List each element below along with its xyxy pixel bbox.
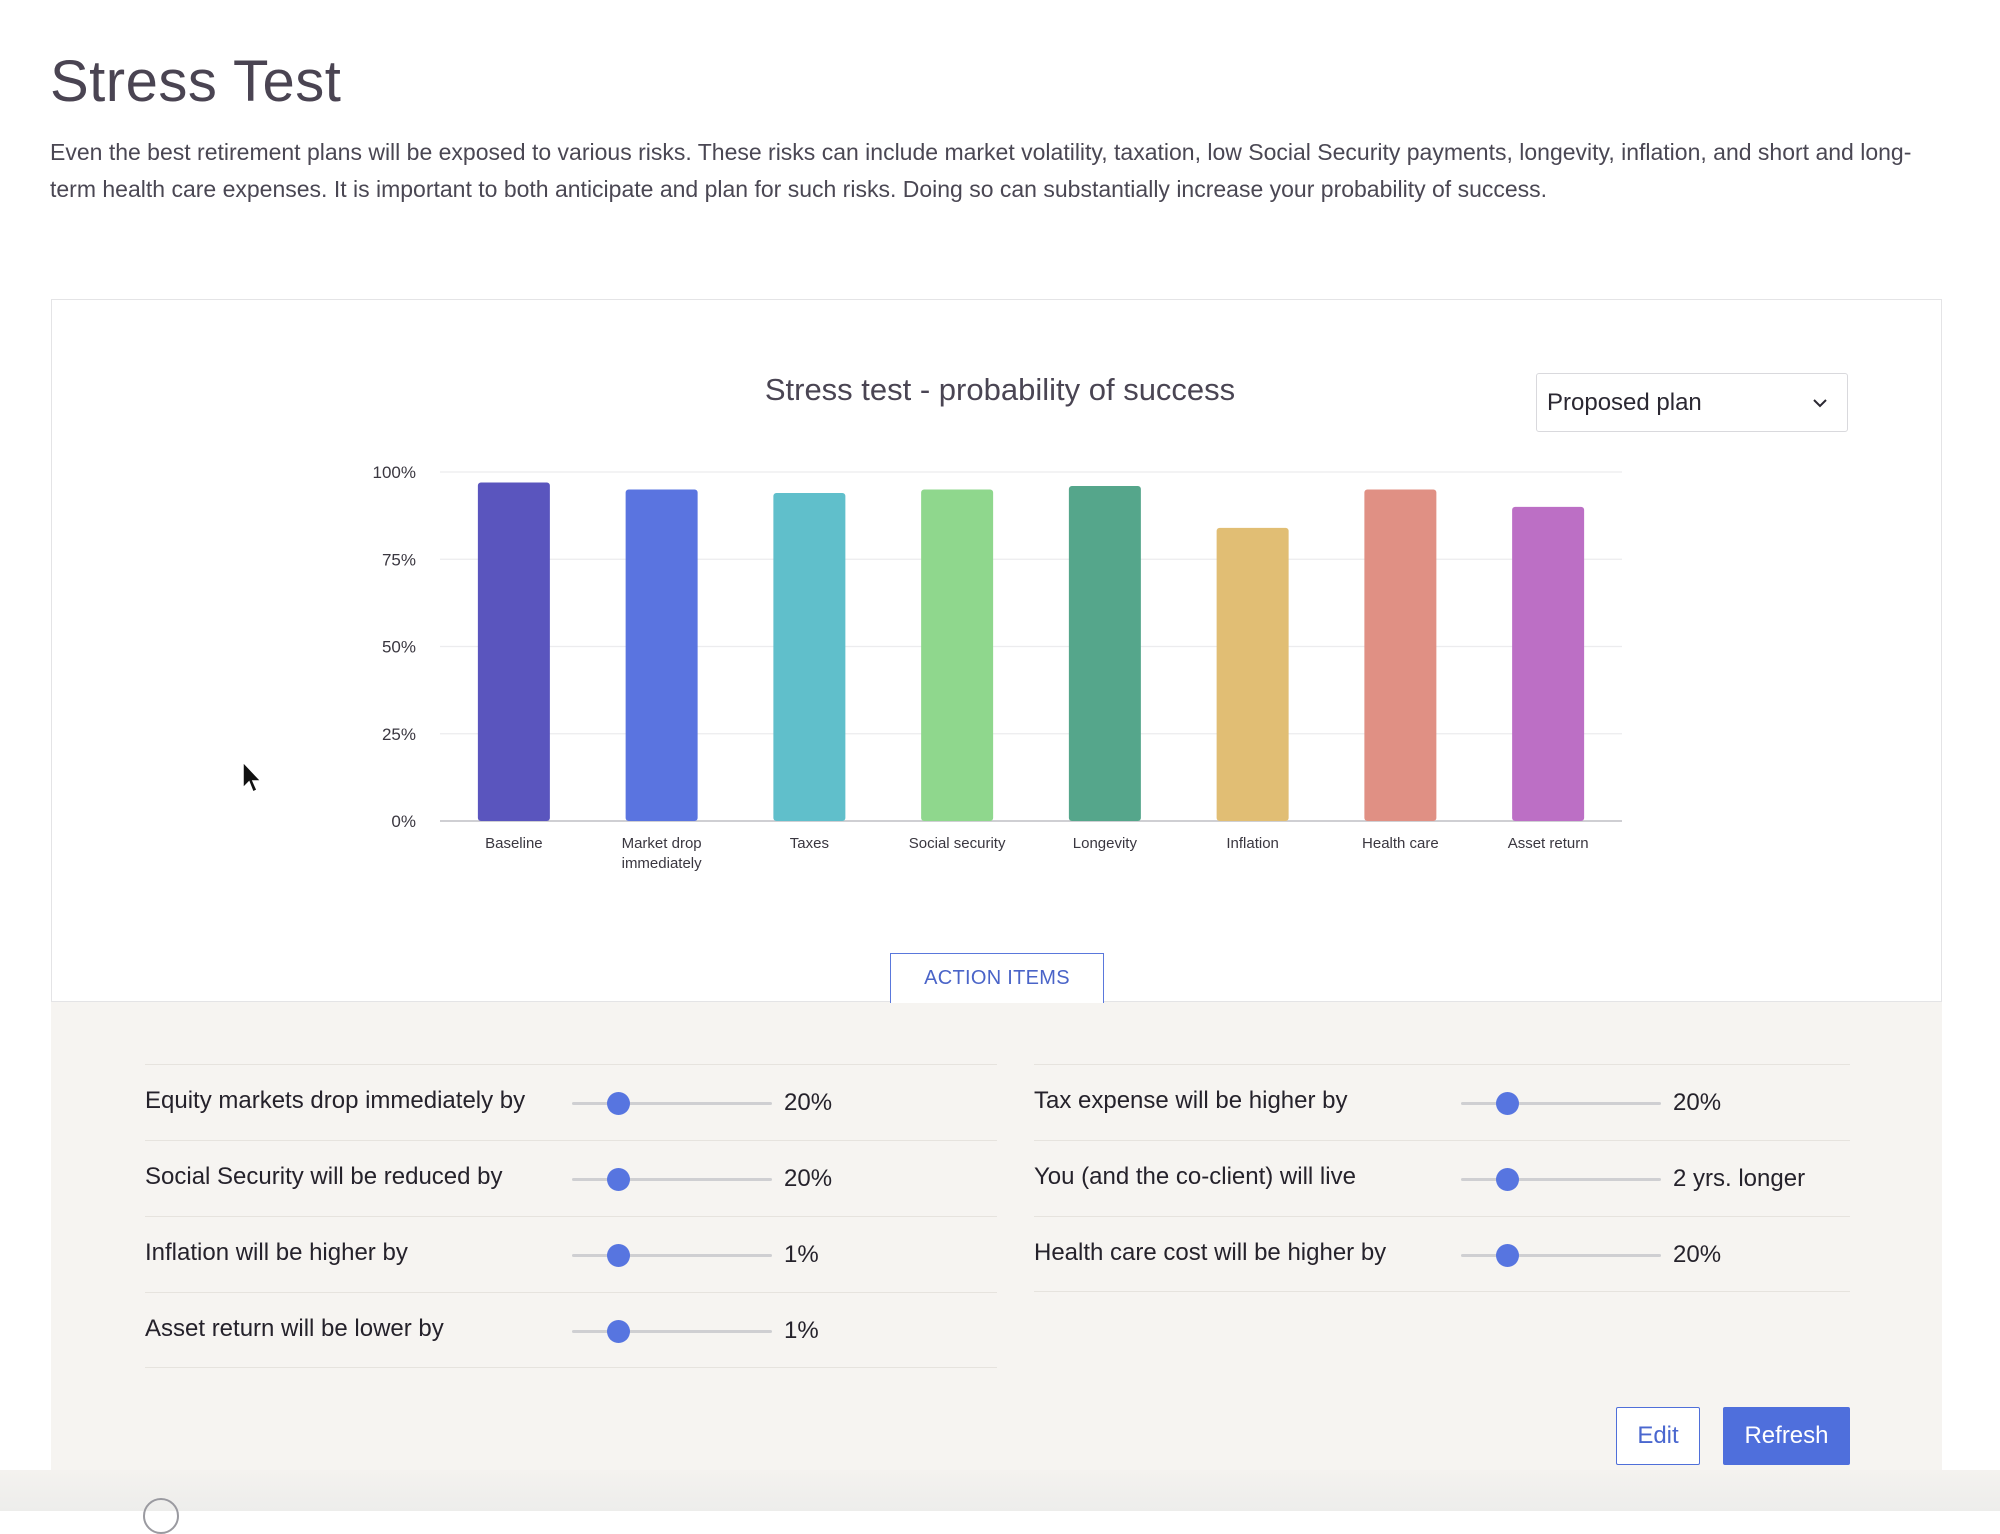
bar [1512,506,1585,821]
slider-track[interactable] [572,1178,772,1181]
x-tick-label: Asset return [1508,835,1589,852]
chevron-down-icon [1813,398,1827,407]
slider-value: 20% [1673,1089,1722,1116]
slider-value: 2 yrs. longer [1673,1165,1806,1192]
slider-track[interactable] [572,1330,772,1333]
mouse-cursor-icon [242,760,263,794]
slider-thumb[interactable] [1495,1244,1519,1267]
slider-thumb[interactable] [606,1244,630,1267]
y-tick-label: 50% [382,638,416,657]
slider-label: Inflation will be higher by [145,1239,408,1266]
slider-label: Tax expense will be higher by [1034,1087,1348,1114]
slider-track[interactable] [1461,1102,1661,1105]
x-tick-label: Baseline [485,835,543,852]
y-tick-label: 25% [382,725,416,744]
slider-row-asset-return: Asset return will be lower by 1% [145,1292,997,1368]
refresh-button[interactable]: Refresh [1723,1407,1850,1465]
slider-label: Health care cost will be higher by [1034,1239,1387,1266]
x-tick-label: Market drop immediately [622,835,703,872]
slider-value: 1% [784,1317,819,1344]
x-tick-label: Health care [1362,835,1439,852]
plan-select[interactable]: Proposed plan [1536,373,1848,432]
y-tick-label: 0% [391,812,416,831]
slider-value: 20% [784,1089,833,1116]
x-tick-label: Longevity [1073,835,1138,852]
x-tick-label: Taxes [790,835,829,852]
slider-track[interactable] [572,1254,772,1257]
bar [921,489,994,821]
stress-test-chart: 0% 25% 50% 75% 100% Baseline Market drop immedi… [373,463,1622,872]
slider-row-tax-expense: Tax expense will be higher by 20% [1034,1064,1850,1140]
slider-row-longevity: You (and the co-client) will live 2 yrs.… [1034,1140,1850,1216]
slider-thumb[interactable] [606,1168,630,1191]
chart-title: Stress test - probability of success [764,372,1236,407]
slider-label: Asset return will be lower by [145,1315,444,1342]
slider-value: 1% [784,1241,819,1268]
bar [477,482,550,821]
x-tick-label: Inflation [1226,835,1279,852]
slider-row-health-care: Health care cost will be higher by 20% [1034,1216,1850,1292]
page-intro: Even the best retirement plans will be e… [50,139,1912,202]
slider-row-inflation: Inflation will be higher by 1% [145,1216,997,1292]
slider-label: Equity markets drop immediately by [145,1087,526,1114]
bar [1068,485,1141,821]
slider-row-social-security: Social Security will be reduced by 20% [145,1140,997,1216]
plan-select-value: Proposed plan [1547,388,1702,416]
y-tick-label: 75% [382,550,416,569]
bar [1216,527,1289,821]
x-tick-label: Social security [909,835,1006,852]
y-tick-label: 100% [373,463,416,482]
edit-button[interactable]: Edit [1616,1407,1700,1465]
slider-label: You (and the co-client) will live [1034,1163,1356,1190]
slider-track[interactable] [1461,1178,1661,1181]
slider-thumb[interactable] [1495,1092,1519,1115]
slider-track[interactable] [1461,1254,1661,1257]
slider-track[interactable] [572,1102,772,1105]
slider-value: 20% [784,1165,833,1192]
page-title: Stress Test [50,49,342,114]
bottom-section-strip [0,1470,2000,1511]
circle-icon [143,1498,179,1534]
bar [1364,489,1437,821]
action-items-tab[interactable]: ACTION ITEMS [890,953,1104,1003]
bar [625,489,698,821]
slider-thumb[interactable] [1495,1168,1519,1191]
bar [773,492,846,821]
slider-label: Social Security will be reduced by [145,1163,503,1190]
slider-thumb[interactable] [606,1320,630,1343]
slider-thumb[interactable] [606,1092,630,1115]
slider-value: 20% [1673,1241,1722,1268]
slider-row-equity-drop: Equity markets drop immediately by 20% [145,1064,997,1140]
